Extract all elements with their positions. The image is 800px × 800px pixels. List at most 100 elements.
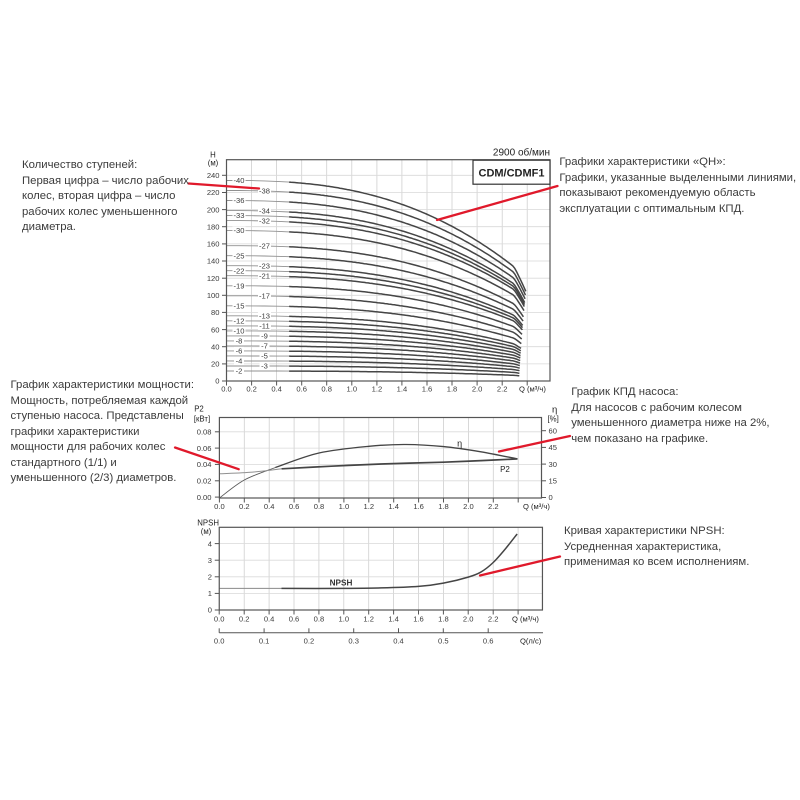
svg-text:-4: -4 [236,357,243,366]
svg-text:0.8: 0.8 [321,385,332,394]
svg-text:0.0: 0.0 [221,385,232,394]
svg-text:0.1: 0.1 [259,637,270,646]
svg-text:-7: -7 [261,342,268,351]
svg-text:1.6: 1.6 [413,502,424,511]
svg-text:0.2: 0.2 [304,637,315,646]
svg-text:2: 2 [208,573,212,582]
svg-text:60: 60 [211,325,219,334]
svg-text:H: H [210,150,216,159]
svg-text:40: 40 [211,342,219,351]
svg-text:NPSH: NPSH [197,519,219,528]
svg-text:1.8: 1.8 [447,385,458,394]
svg-text:0.0: 0.0 [214,615,225,624]
svg-text:2.2: 2.2 [497,385,508,394]
svg-text:160: 160 [207,240,220,249]
svg-text:120: 120 [207,274,220,283]
svg-text:0.08: 0.08 [197,427,212,436]
svg-text:-27: -27 [259,242,270,251]
svg-text:220: 220 [207,188,220,197]
svg-text:Q(л/с): Q(л/с) [520,637,542,646]
svg-text:-6: -6 [236,347,243,356]
svg-text:240: 240 [207,171,220,180]
svg-text:-19: -19 [234,281,245,290]
svg-text:0.4: 0.4 [264,502,275,511]
svg-text:0.6: 0.6 [289,615,300,624]
svg-text:1.0: 1.0 [339,502,350,511]
svg-text:-38: -38 [259,187,270,196]
svg-text:1.2: 1.2 [363,615,374,624]
svg-text:P2: P2 [194,405,204,414]
svg-text:1.0: 1.0 [347,385,358,394]
svg-text:180: 180 [207,222,220,231]
svg-text:1.4: 1.4 [388,615,399,624]
svg-text:0.5: 0.5 [438,637,449,646]
svg-text:1.6: 1.6 [422,385,433,394]
svg-text:η: η [457,438,462,448]
svg-text:1: 1 [208,589,212,598]
svg-text:-36: -36 [234,196,245,205]
svg-text:20: 20 [211,360,219,369]
svg-text:0: 0 [208,606,212,615]
svg-text:[%]: [%] [548,414,559,423]
svg-text:Q (м³/ч): Q (м³/ч) [523,502,550,511]
svg-text:-32: -32 [259,217,270,226]
svg-text:2.0: 2.0 [463,502,474,511]
svg-text:100: 100 [207,291,220,300]
svg-text:-22: -22 [234,266,245,275]
svg-text:-3: -3 [261,362,268,371]
svg-text:45: 45 [549,443,557,452]
svg-text:0.00: 0.00 [197,493,212,502]
svg-text:0.4: 0.4 [271,385,282,394]
svg-text:30: 30 [549,460,557,469]
svg-text:-13: -13 [259,312,270,321]
svg-text:-5: -5 [261,352,268,361]
svg-text:0.02: 0.02 [197,477,212,486]
svg-text:1.8: 1.8 [438,615,449,624]
svg-text:(м): (м) [201,527,212,536]
svg-text:-25: -25 [234,251,245,260]
svg-text:-40: -40 [234,176,245,185]
svg-text:0.0: 0.0 [214,637,225,646]
svg-text:0: 0 [549,493,553,502]
svg-text:2.0: 2.0 [463,615,474,624]
svg-text:0.2: 0.2 [246,385,257,394]
svg-text:4: 4 [208,539,212,548]
svg-text:1.8: 1.8 [438,502,449,511]
svg-text:-10: -10 [234,327,245,336]
svg-text:-9: -9 [261,332,268,341]
svg-text:1.4: 1.4 [388,502,399,511]
svg-text:0.8: 0.8 [314,615,325,624]
svg-text:1.6: 1.6 [413,615,424,624]
svg-text:-8: -8 [236,337,243,346]
svg-text:(м): (м) [208,159,219,168]
svg-text:[кВт]: [кВт] [194,414,210,423]
svg-text:1.4: 1.4 [397,385,408,394]
svg-text:0: 0 [215,377,219,386]
svg-text:-17: -17 [259,292,270,301]
svg-text:0.8: 0.8 [314,502,325,511]
svg-text:2.2: 2.2 [488,615,499,624]
svg-text:0.04: 0.04 [197,460,212,469]
svg-text:80: 80 [211,308,219,317]
svg-text:0.6: 0.6 [483,637,494,646]
svg-text:0.2: 0.2 [239,502,250,511]
svg-text:Q (м³/ч): Q (м³/ч) [512,615,539,624]
svg-text:0.6: 0.6 [289,502,300,511]
svg-text:3: 3 [208,556,212,565]
svg-text:-12: -12 [234,317,245,326]
svg-text:0.3: 0.3 [348,637,359,646]
svg-text:-34: -34 [259,207,270,216]
svg-text:Q (м³/ч): Q (м³/ч) [519,385,546,394]
svg-text:-2: -2 [236,367,243,376]
svg-text:140: 140 [207,257,220,266]
svg-text:-15: -15 [234,301,245,310]
svg-text:60: 60 [549,426,557,435]
svg-text:-11: -11 [259,322,269,331]
svg-text:P2: P2 [500,465,510,474]
svg-text:2.2: 2.2 [488,502,499,511]
svg-text:2900 об/мин: 2900 об/мин [493,147,550,159]
svg-text:0.2: 0.2 [239,615,250,624]
svg-text:1.0: 1.0 [339,615,350,624]
svg-text:-21: -21 [259,272,270,281]
svg-text:η: η [552,405,557,416]
